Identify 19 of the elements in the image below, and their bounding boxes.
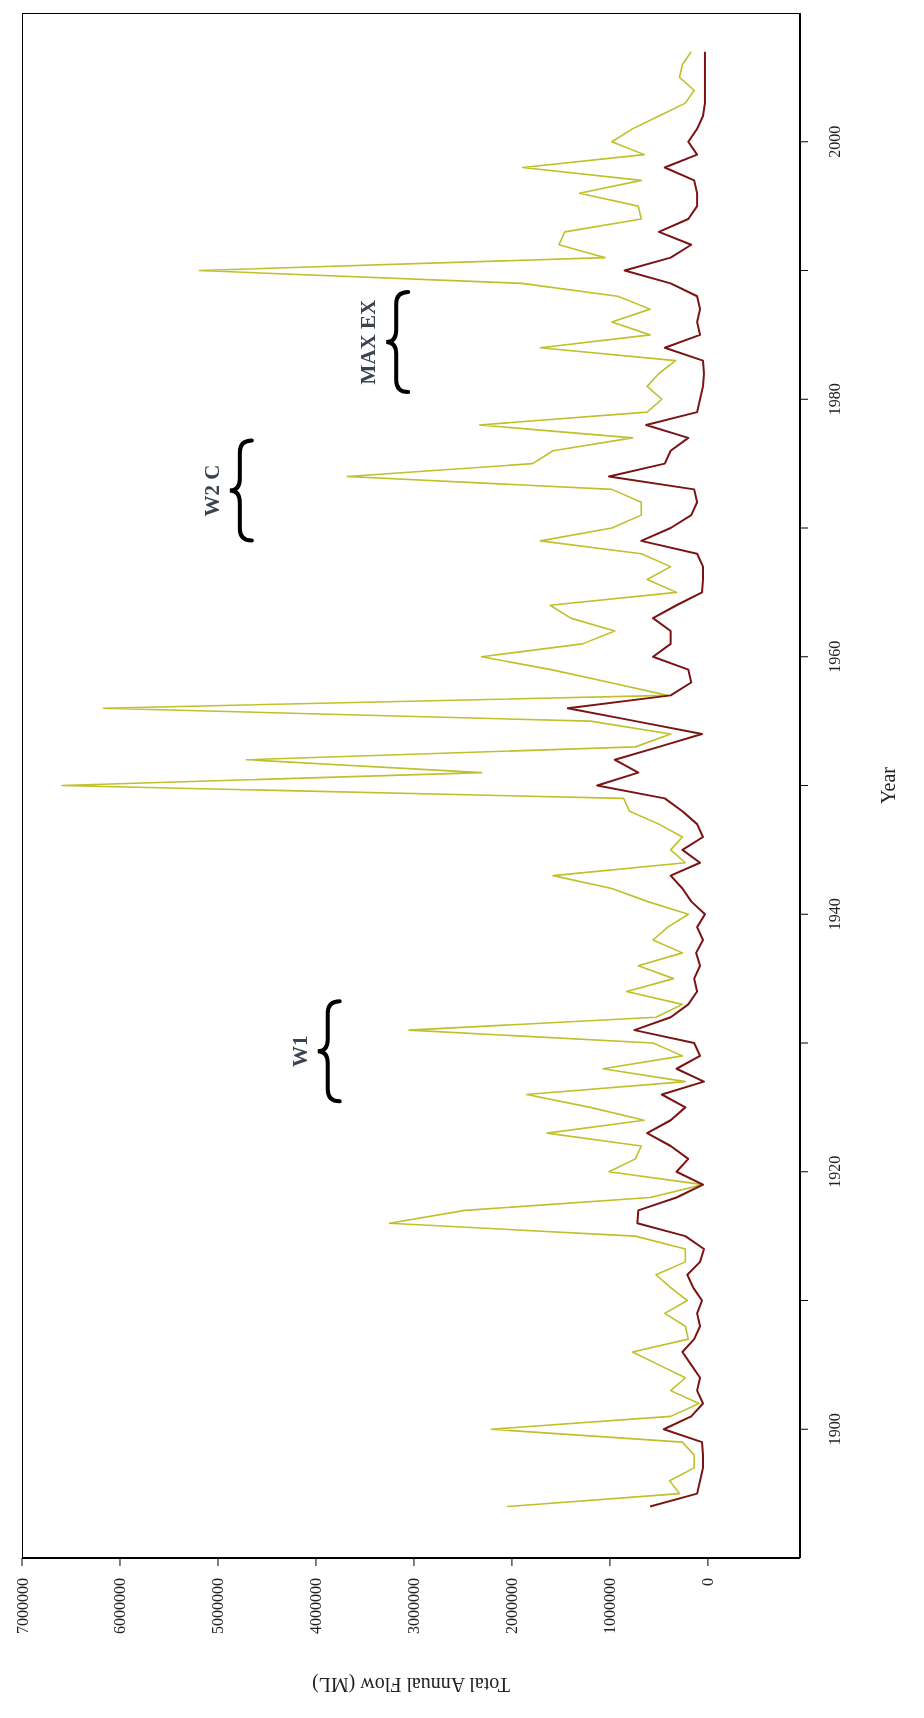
x-axis-title: Total Annual Flow (ML) [311,1673,511,1696]
x-tick-label: 7000000 [13,1578,31,1634]
y-tick-label: 1980 [825,383,843,416]
x-tick-label: 2000000 [503,1578,521,1634]
x-tick-label: 3000000 [405,1578,423,1634]
x-tick-label: 4000000 [307,1578,325,1634]
x-tick-label: 5000000 [209,1578,227,1634]
annotation: MAX EX [356,299,381,385]
x-tick-label: 0 [699,1578,717,1586]
y-tick-label: 1960 [825,640,843,673]
x-tick-label: 6000000 [111,1578,129,1634]
annotation: W2 C [199,464,224,517]
y-tick-label: 1940 [825,898,843,931]
y-tick-label: 2000 [825,125,843,158]
y-axis-title: Year [877,766,899,804]
annotation: W1 [287,1035,312,1067]
x-tick-label: 1000000 [601,1578,619,1634]
y-tick-label: 1900 [825,1413,843,1446]
y-tick-label: 1920 [825,1155,843,1188]
